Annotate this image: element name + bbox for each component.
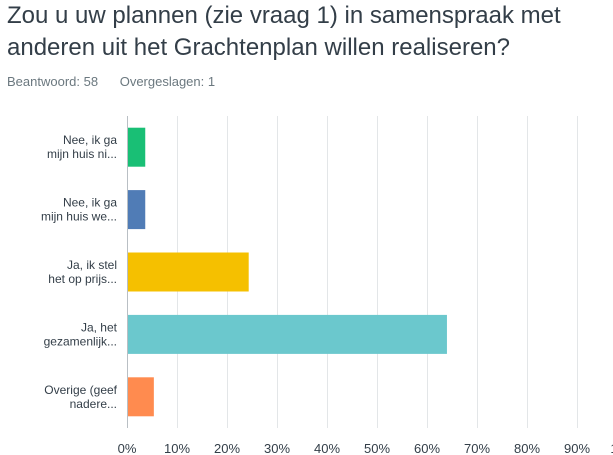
category-label: nadere... bbox=[70, 397, 117, 411]
category-label: het op prijs... bbox=[48, 272, 117, 286]
x-tick-label: 0% bbox=[118, 441, 137, 455]
x-tick-label: 70% bbox=[464, 441, 490, 455]
category-label: Ja, het bbox=[81, 320, 118, 334]
question-title-line-2: anderen uit het Grachtenplan willen real… bbox=[7, 34, 510, 61]
x-tick-label: 20% bbox=[214, 441, 240, 455]
bar bbox=[128, 127, 146, 167]
skipped-count: Overgeslagen: 1 bbox=[119, 74, 216, 89]
category-label: mijn huis ni... bbox=[47, 147, 117, 161]
bar bbox=[128, 190, 146, 230]
response-stats: Beantwoord: 58 Overgeslagen: 1 bbox=[7, 74, 215, 89]
question-title-line-1: Zou u uw plannen (zie vraag 1) in samens… bbox=[7, 2, 561, 29]
x-tick-label: 80% bbox=[514, 441, 540, 455]
answered-count: Beantwoord: 58 bbox=[7, 74, 99, 89]
x-tick-label: 90% bbox=[564, 441, 590, 455]
category-label: Ja, ik stel bbox=[67, 258, 117, 272]
x-tick-label: 40% bbox=[314, 441, 340, 455]
x-tick-label: 10% bbox=[164, 441, 190, 455]
category-label: gezamenlijk... bbox=[44, 334, 117, 348]
bar bbox=[128, 252, 249, 292]
bar bbox=[128, 377, 154, 417]
x-tick-label: 100% bbox=[610, 441, 613, 455]
x-tick-label: 30% bbox=[264, 441, 290, 455]
category-label: mijn huis we... bbox=[41, 210, 117, 224]
category-label: Nee, ik ga bbox=[63, 196, 117, 210]
bar bbox=[128, 314, 447, 354]
x-tick-label: 60% bbox=[414, 441, 440, 455]
category-label: Overige (geef bbox=[44, 383, 117, 397]
category-label: Nee, ik ga bbox=[63, 133, 117, 147]
question-title: Zou u uw plannen (zie vraag 1) in samens… bbox=[7, 0, 613, 64]
x-tick-label: 50% bbox=[364, 441, 390, 455]
